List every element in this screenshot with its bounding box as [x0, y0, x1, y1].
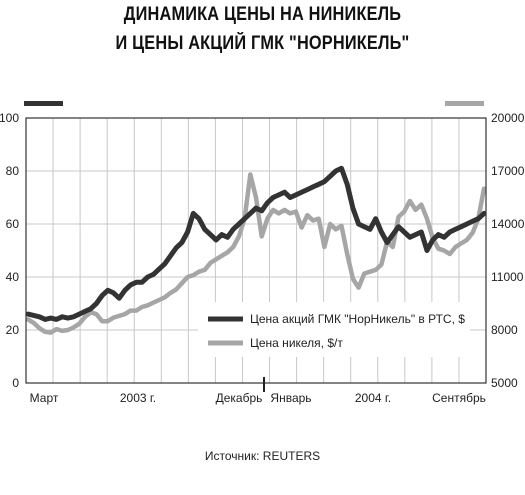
chart-title-line-2: И ЦЕНЫ АКЦИЙ ГМК "НОРНИКЕЛЬ": [115, 33, 410, 54]
series-line-nickel: [25, 172, 487, 335]
left-tick-label: 0: [12, 376, 19, 390]
right-axis-series-swatch: [445, 101, 484, 106]
plot-frame: [25, 117, 487, 384]
right-axis: 5000 8000 11000 14000 17000 20000: [491, 111, 525, 390]
x-tick-label: Январь: [270, 391, 311, 405]
right-tick-label: 5000: [491, 376, 518, 390]
x-tick-label: Март: [30, 391, 59, 405]
x-axis: Март 2003 г. Декабрь Январь 2004 г. Сентябрь: [30, 377, 486, 405]
right-tick-label: 17000: [491, 164, 525, 178]
right-tick-label: 14000: [491, 217, 525, 231]
left-tick-label: 40: [6, 270, 20, 284]
x-tick-label: Сентябрь: [432, 391, 486, 405]
right-tick-label: 11000: [491, 270, 524, 284]
source-note: Источник: REUTERS: [204, 449, 321, 463]
legend-label-nickel: Цена никеля, $/т: [250, 336, 343, 350]
left-tick-label: 60: [6, 217, 20, 231]
right-tick-label: 20000: [491, 111, 525, 125]
left-tick-label: 80: [6, 164, 20, 178]
x-tick-label: 2003 г.: [120, 391, 156, 405]
left-tick-label: 100: [0, 111, 19, 125]
x-tick-label: Декабрь: [216, 391, 263, 405]
left-tick-label: 20: [6, 323, 20, 337]
legend-label-shares: Цена акций ГМК "НорНикель" в РТС, $: [250, 312, 465, 326]
series-lines: [25, 165, 487, 335]
left-axis-series-swatch: [24, 101, 63, 106]
legend: Цена акций ГМК "НорНикель" в РТС, $ Цена…: [198, 302, 470, 357]
x-tick-label: 2004 г.: [355, 391, 391, 405]
right-tick-label: 8000: [491, 323, 518, 337]
left-axis: 0 20 40 60 80 100: [0, 111, 19, 390]
series-line-shares: [25, 165, 487, 322]
chart-title-line-1: ДИНАМИКА ЦЕНЫ НА НИНИКЕЛЬ: [123, 4, 402, 25]
legend-box: [198, 302, 470, 357]
